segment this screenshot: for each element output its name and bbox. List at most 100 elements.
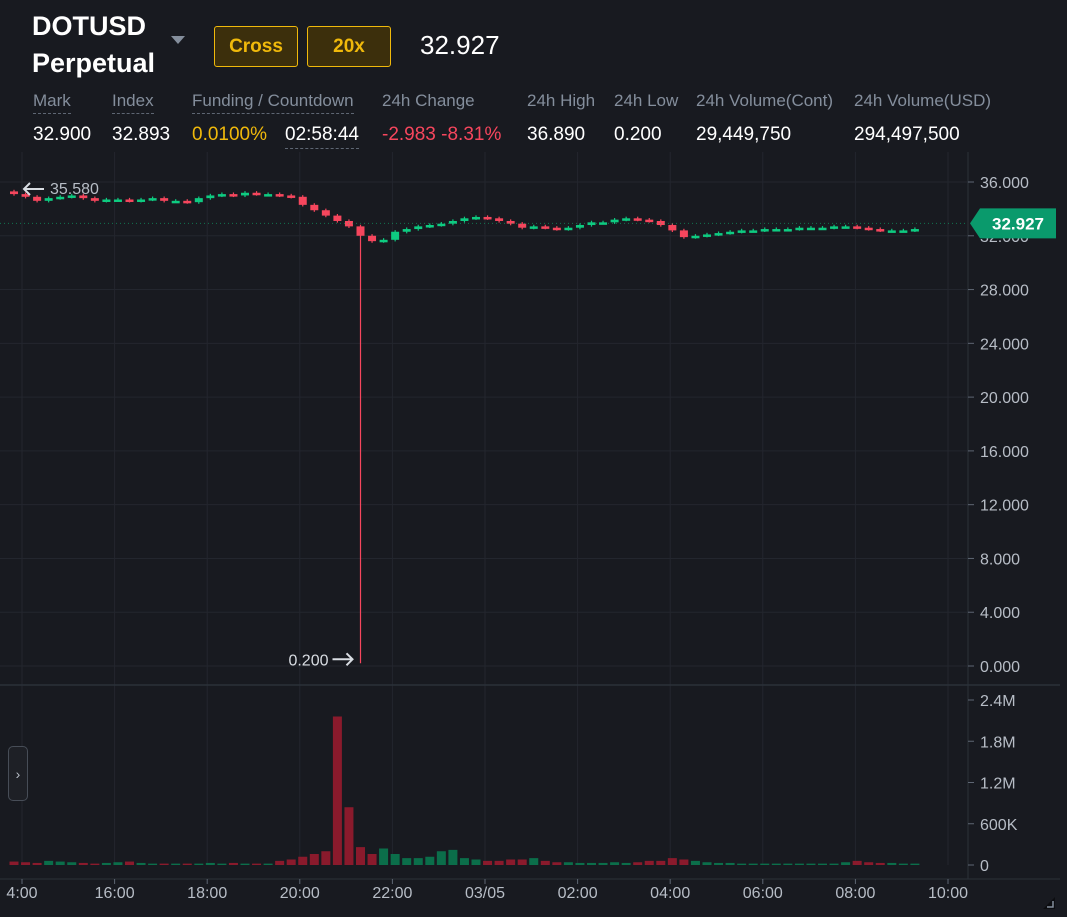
symbol-name[interactable]: DOTUSD	[32, 11, 146, 41]
stat-mark-label[interactable]: Mark	[33, 91, 71, 114]
volume-bar	[517, 859, 527, 865]
candle-body	[887, 230, 896, 233]
volume-bar	[332, 716, 342, 865]
resize-corner-icon[interactable]	[1043, 897, 1055, 909]
stat-funding-countdown: 02:58:44	[285, 124, 359, 149]
candle-body	[783, 229, 792, 232]
candle-body	[853, 226, 862, 229]
candle-body	[148, 198, 157, 201]
candle-body	[760, 229, 769, 232]
time-tick-label: 08:00	[835, 885, 875, 902]
candle-body	[10, 191, 18, 195]
stat-change-value: -2.983 -8.31%	[382, 124, 502, 145]
volume-bar	[714, 862, 724, 865]
chevron-right-icon[interactable]: ›	[8, 746, 28, 801]
price-tick-label: 8.000	[980, 551, 1020, 568]
candle-body	[379, 239, 388, 243]
volume-bar	[829, 863, 839, 865]
candle-body	[795, 227, 804, 231]
low-marker-label: 0.200	[288, 652, 328, 669]
volume-bar	[344, 807, 354, 865]
contract-type[interactable]: Perpetual	[32, 48, 156, 78]
leverage-button[interactable]: 20x	[307, 26, 391, 67]
time-tick-label: 04:00	[650, 885, 690, 902]
volume-bar	[182, 863, 192, 865]
stat-index-label[interactable]: Index	[112, 91, 154, 114]
margin-mode-button[interactable]: Cross	[214, 26, 298, 67]
stat-volume-cont-value: 29,449,750	[696, 124, 792, 145]
stat-volume-usd-value: 294,497,500	[854, 124, 960, 145]
volume-tick-label: 1.8M	[980, 734, 1016, 751]
volume-bar	[887, 862, 897, 865]
time-tick-label: 03/05	[465, 885, 505, 902]
volume-bar	[67, 862, 77, 865]
candle-body	[425, 225, 434, 228]
stat-change-label: 24h Change	[382, 91, 475, 110]
candle-body	[275, 194, 284, 197]
candle-body	[876, 229, 885, 232]
price-chart[interactable]: 36.00032.00028.00024.00020.00016.00012.0…	[0, 152, 1067, 917]
candle-body	[772, 229, 781, 232]
high-marker-label: 35.580	[50, 181, 99, 198]
volume-bar	[587, 862, 596, 865]
time-tick-label: 06:00	[743, 885, 783, 902]
volume-bar	[298, 856, 308, 865]
candle-body	[575, 225, 584, 228]
candle-body	[830, 226, 839, 229]
candle-body	[113, 199, 122, 202]
volume-bar	[113, 862, 123, 865]
candle-body	[21, 194, 30, 197]
candle-body	[217, 194, 226, 197]
candle-body	[229, 194, 238, 197]
volume-bar	[737, 863, 747, 865]
volume-bar	[575, 862, 585, 865]
volume-bar	[794, 863, 804, 865]
volume-bar	[656, 860, 666, 865]
volume-bar	[356, 847, 365, 865]
price-tick-label: 20.000	[980, 390, 1029, 407]
candle-body	[679, 230, 688, 238]
candle-body	[33, 196, 42, 201]
candle-body	[310, 204, 319, 211]
volume-bar	[78, 862, 88, 865]
volume-bar	[32, 862, 42, 865]
volume-bar	[471, 859, 481, 865]
volume-bar	[702, 862, 712, 865]
volume-bar	[841, 862, 851, 865]
candle-body	[529, 226, 538, 229]
stat-low-label: 24h Low	[614, 91, 679, 110]
price-tick-label: 12.000	[980, 498, 1029, 515]
candle-body	[460, 218, 469, 221]
volume-bar	[436, 851, 446, 865]
volume-bar	[748, 863, 758, 865]
time-tick-label: 18:00	[187, 885, 227, 902]
time-tick-label: 4:00	[6, 885, 37, 902]
ticker-header: DOTUSD Perpetual Cross 20x 32.927 Mark 3…	[0, 0, 1067, 152]
candle-body	[321, 210, 330, 216]
volume-bar	[875, 862, 885, 865]
candle-body	[483, 216, 492, 220]
caret-down-icon[interactable]	[171, 36, 185, 44]
volume-bar	[598, 862, 608, 865]
stat-low-value: 0.200	[614, 124, 662, 145]
candle-body	[633, 218, 642, 221]
candle-body	[552, 227, 561, 231]
volume-bar	[217, 863, 227, 865]
candle-body	[864, 227, 873, 231]
volume-bar	[725, 862, 735, 865]
volume-tick-label: 2.4M	[980, 693, 1016, 710]
stat-funding-label[interactable]: Funding / Countdown	[192, 91, 354, 114]
price-tick-label: 4.000	[980, 605, 1020, 622]
volume-bar	[159, 863, 169, 865]
candle-body	[564, 227, 573, 231]
symbol-selector[interactable]: DOTUSD Perpetual	[32, 8, 155, 82]
volume-tick-label: 600K	[980, 817, 1018, 834]
volume-bar	[413, 858, 423, 865]
chart-area[interactable]: 36.00032.00028.00024.00020.00016.00012.0…	[0, 152, 1067, 917]
current-price-tag	[970, 208, 1056, 239]
candle-body	[518, 223, 527, 228]
volume-bar	[402, 858, 412, 865]
volume-bar	[506, 859, 516, 865]
high-marker-arrow	[22, 182, 44, 196]
stat-index-value: 32.893	[112, 124, 171, 145]
